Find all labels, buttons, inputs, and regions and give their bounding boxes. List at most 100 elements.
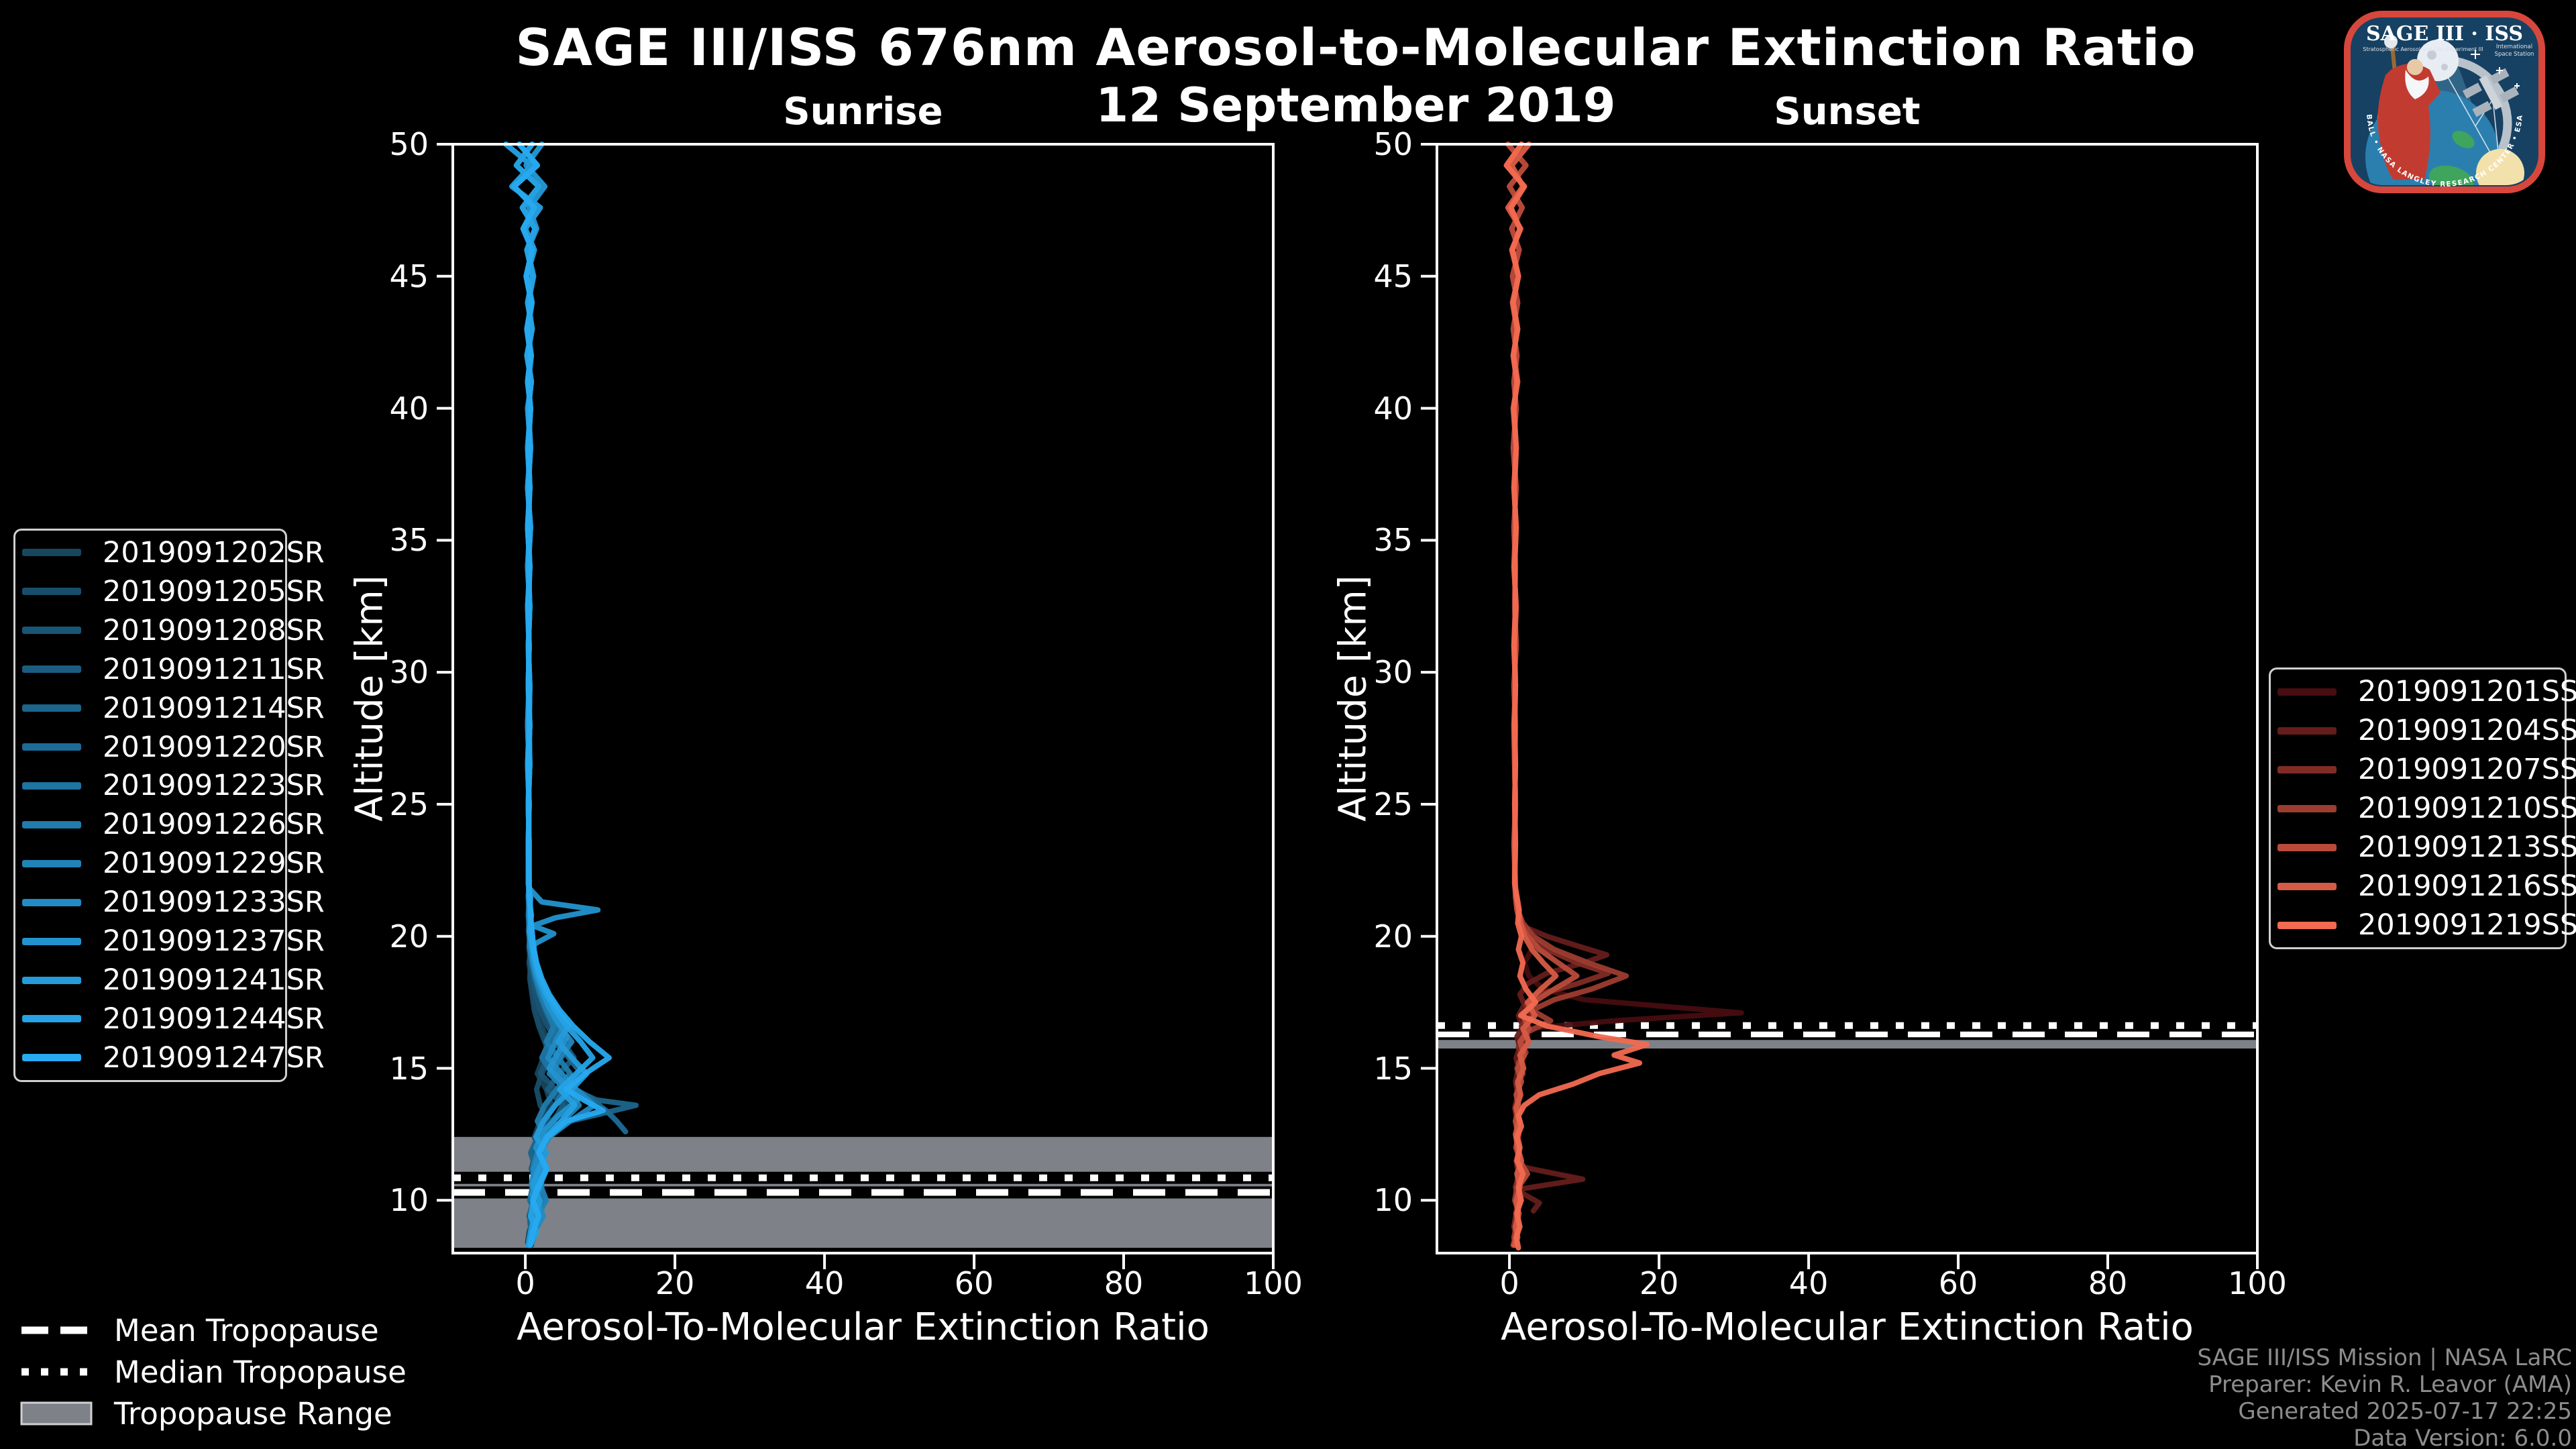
- legend-label: 2019091201SS: [2358, 675, 2576, 708]
- legend-item-2019091223SR: 2019091223SR: [15, 769, 325, 802]
- legend-item-2019091233SR: 2019091233SR: [15, 885, 325, 919]
- legend-item-2019091201SS: 2019091201SS: [2271, 675, 2576, 708]
- legend-label: 2019091216SS: [2358, 869, 2576, 903]
- sunset-plot-border: [1436, 143, 2259, 1254]
- legend-line-swatch: [22, 743, 81, 751]
- legend-label: 2019091244SR: [103, 1002, 325, 1036]
- moon-crater: [2427, 50, 2436, 60]
- legend-item-2019091207SS: 2019091207SS: [2271, 753, 2576, 786]
- legend-item-2019091247SR: 2019091247SR: [15, 1041, 325, 1075]
- legend-label: 2019091211SR: [103, 652, 325, 686]
- sunset-y-tick-label: 30: [1373, 654, 1413, 691]
- legend-item-2019091219SS: 2019091219SS: [2271, 908, 2576, 942]
- legend-line-swatch: [2277, 804, 2337, 812]
- legend-label: 2019091202SR: [103, 535, 325, 570]
- patch-subtitle-left: Stratospheric Aerosol and Gas Experiment…: [2363, 46, 2483, 52]
- legend-label: 2019091233SR: [103, 885, 325, 920]
- sunset-y-tick-label: 45: [1373, 258, 1413, 294]
- sunrise-y-tick-label: 20: [389, 918, 429, 955]
- legend-label: 2019091204SS: [2358, 714, 2576, 747]
- sunrise-y-tick-label: 10: [389, 1182, 429, 1219]
- sunrise-y-tick-label: 15: [389, 1050, 429, 1087]
- x-axis-label-sunset: Aerosol-To-Molecular Extinction Ratio: [1501, 1305, 2194, 1349]
- sunset-x-tick-label: 80: [2088, 1265, 2128, 1301]
- legend-item-2019091208SR: 2019091208SR: [15, 614, 325, 647]
- series-2019091219SS: [1503, 142, 1650, 1251]
- figure-subtitle: 12 September 2019: [1095, 78, 1616, 133]
- series-2019091201SS: [1503, 142, 1744, 1248]
- sage-iss-mission-patch: SAGE III · ISS Stratospheric Aerosol and…: [2344, 11, 2545, 193]
- legend-label: 2019091213SS: [2358, 830, 2576, 864]
- legend-line-swatch: [22, 1054, 81, 1062]
- legend-line-swatch: [2277, 882, 2337, 890]
- legend-line-swatch: [2277, 727, 2337, 735]
- legend-line-swatch: [22, 549, 81, 557]
- sunset-x-tick-label: 0: [1499, 1265, 1519, 1301]
- legend-line-swatch: [2277, 843, 2337, 851]
- sunrise-y-tick-label: 35: [389, 522, 429, 559]
- legend-line-swatch: [22, 627, 81, 635]
- band-line-sample-icon: [20, 1401, 93, 1426]
- legend-line-swatch: [2277, 765, 2337, 773]
- sunset-y-tick-label: 50: [1373, 126, 1413, 162]
- legend-label: 2019091223SR: [103, 769, 325, 803]
- legend-item-2019091220SR: 2019091220SR: [15, 731, 325, 764]
- legend-sunrise: 2019091202SR 2019091205SR 2019091208SR 2019…: [13, 529, 325, 1082]
- legend-label: 2019091219SS: [2358, 908, 2576, 942]
- tropopause-legend-label: Mean Tropopause: [114, 1312, 379, 1348]
- sunrise-y-tick-label: 45: [389, 258, 429, 294]
- legend-label: 2019091208SR: [103, 613, 325, 647]
- sunrise-plot-border: [451, 143, 1275, 1254]
- continent-shape: [2428, 165, 2474, 185]
- credits-line: SAGE III/ISS Mission | NASA LaRC: [2197, 1344, 2572, 1371]
- legend-line-swatch: [22, 588, 81, 596]
- legend-item-2019091237SR: 2019091237SR: [15, 924, 325, 958]
- legend-label: 2019091210SS: [2358, 792, 2576, 825]
- sunrise-y-tick-label: 50: [389, 126, 429, 162]
- continent-shape: [2452, 130, 2475, 149]
- legend-item-2019091204SS: 2019091204SS: [2271, 714, 2576, 747]
- sunset-y-tick-label: 10: [1373, 1182, 1413, 1219]
- sunset-x-tick-label: 60: [1938, 1265, 1978, 1301]
- tropopause-legend: Mean Tropopause Median Tropopause Tropopau…: [20, 1309, 407, 1434]
- legend-item-2019091229SR: 2019091229SR: [15, 847, 325, 880]
- legend-item-2019091241SR: 2019091241SR: [15, 963, 325, 997]
- legend-label: 2019091220SR: [103, 730, 325, 764]
- tropopause-legend-label: Median Tropopause: [114, 1354, 407, 1390]
- legend-label: 2019091237SR: [103, 924, 325, 959]
- patch-subtitle-right-1: International: [2496, 44, 2532, 50]
- sunset-y-tick-label: 15: [1373, 1050, 1413, 1087]
- legend-line-swatch: [22, 937, 81, 945]
- tropopause-legend-item-dotted: Median Tropopause: [20, 1351, 407, 1393]
- stars: [2471, 50, 2520, 89]
- sunrise-x-tick-label: 80: [1104, 1265, 1144, 1301]
- legend-label: 2019091205SR: [103, 574, 325, 608]
- legend-line-swatch: [2277, 688, 2337, 696]
- sunrise-x-tick-label: 0: [515, 1265, 535, 1301]
- sunset-x-tick-label: 100: [2228, 1265, 2287, 1301]
- panel-title-sunrise: Sunrise: [783, 90, 943, 133]
- credits-block: SAGE III/ISS Mission | NASA LaRC Preparer…: [2197, 1344, 2572, 1449]
- legend-label: 2019091207SS: [2358, 753, 2576, 786]
- legend-item-2019091244SR: 2019091244SR: [15, 1002, 325, 1036]
- moon-crater: [2441, 64, 2448, 70]
- panel-title-sunset: Sunset: [1774, 90, 1921, 133]
- sunrise-x-tick-label: 40: [804, 1265, 845, 1301]
- legend-label: 2019091214SR: [103, 691, 325, 725]
- legend-label: 2019091241SR: [103, 963, 325, 998]
- y-axis-label-sunrise: Altitude [km]: [347, 575, 392, 822]
- credits-line: Preparer: Kevin R. Leavor (AMA): [2208, 1371, 2572, 1398]
- patch-title: SAGE III · ISS: [2366, 22, 2523, 46]
- sunset-y-tick-label: 20: [1373, 918, 1413, 955]
- figure-title: SAGE III/ISS 676nm Aerosol-to-Molecular …: [515, 17, 2196, 77]
- father-time-figure: [2377, 35, 2440, 180]
- legend-line-swatch: [22, 1015, 81, 1023]
- legend-item-2019091226SR: 2019091226SR: [15, 808, 325, 841]
- legend-item-2019091202SR: 2019091202SR: [15, 536, 325, 570]
- legend-line-swatch: [22, 704, 81, 712]
- legend-line-swatch: [2277, 921, 2337, 929]
- series-2019091247SR: [511, 142, 612, 1248]
- legend-item-2019091213SS: 2019091213SS: [2271, 830, 2576, 864]
